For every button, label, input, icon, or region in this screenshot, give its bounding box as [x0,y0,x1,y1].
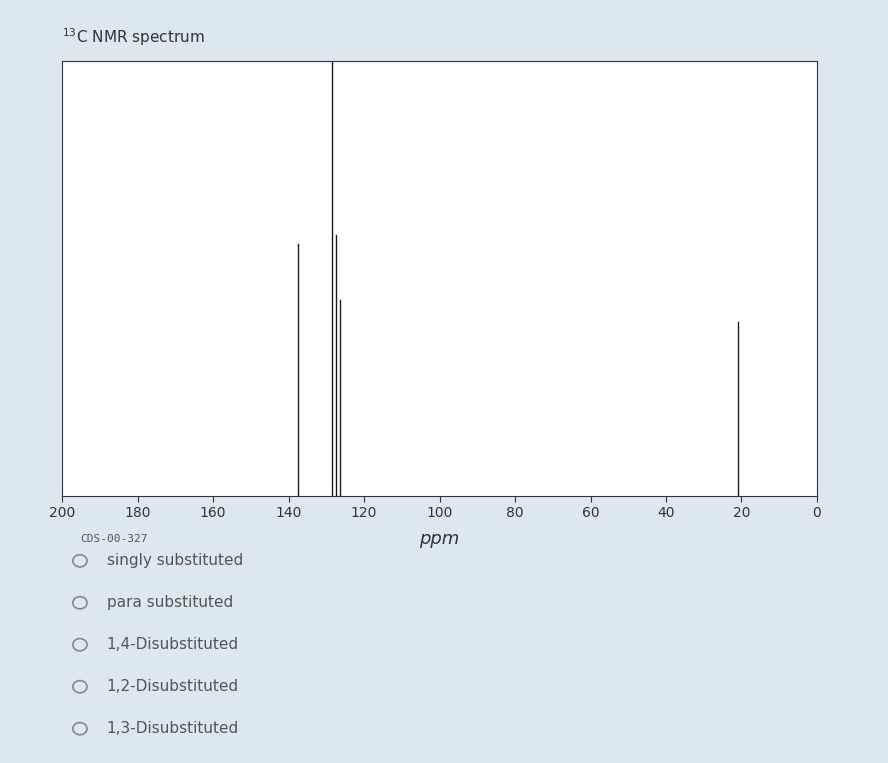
Text: para substituted: para substituted [107,595,233,610]
Text: CDS-00-327: CDS-00-327 [80,534,147,544]
Text: $^{13}$C NMR spectrum: $^{13}$C NMR spectrum [62,27,205,48]
Text: 1,2-Disubstituted: 1,2-Disubstituted [107,679,239,694]
Text: singly substituted: singly substituted [107,553,242,568]
Text: 1,4-Disubstituted: 1,4-Disubstituted [107,637,239,652]
Text: 1,3-Disubstituted: 1,3-Disubstituted [107,721,239,736]
Text: ppm: ppm [419,530,460,549]
